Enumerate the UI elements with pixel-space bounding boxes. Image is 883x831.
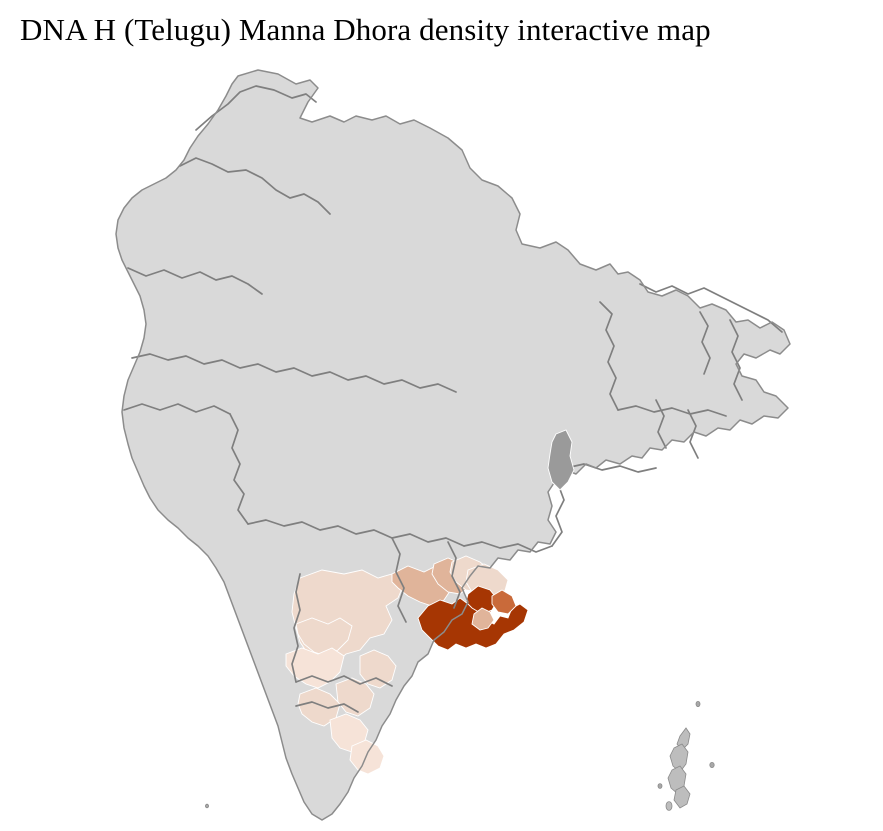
map-container[interactable] <box>0 58 883 831</box>
coastal-dark-patch <box>547 429 575 491</box>
lakshadweep-islands <box>204 803 209 809</box>
india-choropleth-map[interactable] <box>0 58 883 831</box>
andaman-nicobar-islands <box>657 701 715 811</box>
shaded-districts-layer <box>285 555 529 775</box>
coastline-layer <box>115 69 791 821</box>
page-title: DNA H (Telugu) Manna Dhora density inter… <box>20 12 711 47</box>
